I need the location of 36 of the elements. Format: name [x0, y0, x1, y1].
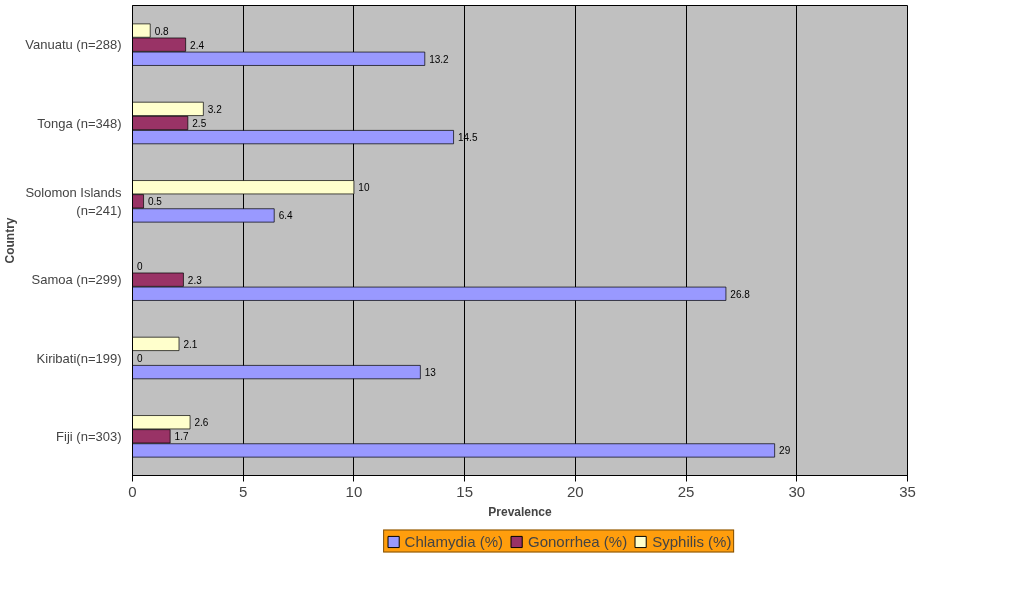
- data-label: 13: [424, 367, 437, 379]
- x-axis-title: Prevalence: [488, 504, 553, 519]
- legend-label: Chlamydia (%): [404, 532, 503, 550]
- data-label: 2.6: [194, 417, 209, 429]
- data-label: 2.3: [187, 274, 203, 286]
- y-axis-title: Country: [3, 217, 18, 264]
- legend-label: Syphilis (%): [652, 532, 732, 550]
- data-label: 29: [779, 445, 791, 457]
- data-label: 0: [136, 353, 143, 364]
- data-label: 2.1: [183, 338, 198, 350]
- data-label: 0.5: [148, 196, 163, 208]
- data-label: 6.4: [278, 210, 293, 222]
- x-tick-label: 35: [899, 482, 916, 500]
- x-tick-label: 0: [128, 482, 137, 500]
- x-tick-label: 20: [567, 482, 584, 500]
- y-tick-label: Vanuatu (n=288): [25, 37, 122, 53]
- data-label: 0: [136, 260, 143, 272]
- x-tick-label: 30: [788, 482, 806, 500]
- x-tick-label: 10: [345, 482, 363, 500]
- data-label: 2.4: [190, 39, 205, 51]
- y-tick-label: Samoa (n=299): [31, 272, 122, 288]
- data-label: 0.8: [154, 25, 169, 37]
- data-label: 10: [358, 182, 370, 194]
- data-label: 1.7: [174, 431, 189, 443]
- data-label: 2.5: [192, 118, 207, 129]
- x-tick-label: 5: [239, 482, 248, 500]
- y-tick-label: Solomon Islands (n=241): [25, 184, 122, 218]
- y-tick-label: Kiribati(n=199): [36, 350, 122, 366]
- x-tick-label: 25: [677, 482, 695, 500]
- data-label: 26.8: [730, 288, 751, 300]
- x-tick-label: 15: [456, 482, 473, 500]
- legend-label: Gonorrhea (%): [527, 532, 628, 550]
- y-tick-label: Fiji (n=303): [56, 428, 122, 444]
- data-label: 3.2: [207, 103, 223, 115]
- data-label: 13.2: [429, 53, 450, 65]
- y-tick-label: Tonga (n=348): [37, 115, 122, 131]
